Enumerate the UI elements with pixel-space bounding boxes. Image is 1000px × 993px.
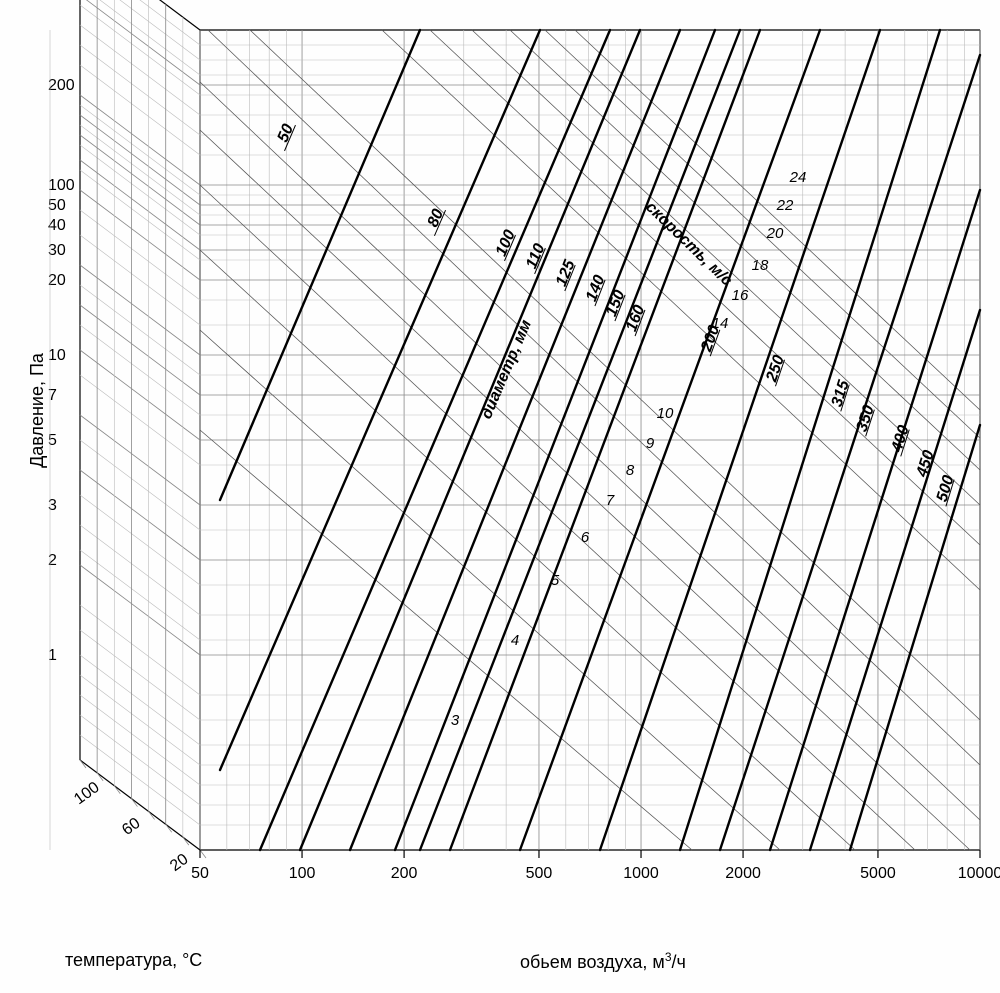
y-tick: 200: [48, 77, 75, 94]
y-tick: 20: [48, 272, 66, 289]
y-tick: 30: [48, 242, 66, 259]
x-tick: 1000: [623, 865, 659, 882]
temp-tick: 20: [167, 851, 191, 875]
velocity-label: 24: [789, 169, 807, 186]
velocity-label: 9: [646, 435, 655, 452]
diameter-label: 315: [829, 377, 854, 409]
x-tick: 100: [289, 865, 316, 882]
velocity-label: 10: [657, 405, 674, 422]
temp-tick: 100: [71, 779, 103, 809]
diameter-label: 350: [853, 403, 877, 434]
chart-svg: 50 100 200 500 1000 2000 5000 10000 200 100 50 40 30…: [0, 0, 1000, 993]
velocity-label: 3: [451, 712, 460, 729]
velocity-label: 18: [752, 257, 769, 274]
temp-axis-label: температура, °С: [65, 950, 202, 971]
diameter-label: 450: [913, 448, 938, 480]
y-tick: 3: [48, 497, 57, 514]
y-tick: 50: [48, 197, 66, 214]
x-tick: 500: [526, 865, 553, 882]
diameter-label: 400: [888, 423, 913, 455]
diameter-label: 80: [425, 207, 448, 230]
y-tick: 40: [48, 217, 66, 234]
velocity-label: 7: [606, 492, 615, 509]
temp-tick: 60: [119, 815, 143, 839]
diameter-label: 50: [275, 122, 298, 145]
y-tick: 5: [48, 432, 57, 449]
diameter-label: 500: [934, 473, 958, 504]
y-axis-label: Давление, Па: [27, 353, 48, 468]
velocity-label: 6: [581, 529, 590, 546]
velocity-label: 16: [732, 287, 749, 304]
velocity-label: 22: [776, 197, 794, 214]
x-tick: 10000: [958, 865, 1000, 882]
diameter-label: 110: [523, 241, 549, 271]
diameter-axis-title: диаметр, мм: [478, 317, 535, 421]
diameter-label: 150: [603, 288, 629, 319]
x-tick: 50: [191, 865, 209, 882]
velocity-label: 8: [626, 462, 635, 479]
diameter-label: 200: [698, 323, 724, 355]
diameter-label: 125: [553, 257, 579, 289]
x-tick: 5000: [860, 865, 896, 882]
x-tick: 200: [391, 865, 418, 882]
x-axis-label: обьем воздуха, м3/ч: [520, 950, 686, 973]
y-tick: 2: [48, 552, 57, 569]
velocity-label: 4: [511, 632, 519, 649]
y-tick: 10: [48, 347, 66, 364]
diameter-label: 140: [583, 273, 609, 304]
y-tick: 7: [48, 387, 57, 404]
y-tick: 100: [48, 177, 75, 194]
x-tick: 2000: [725, 865, 761, 882]
nomogram-chart: 50 100 200 500 1000 2000 5000 10000 200 100 50 40 30…: [0, 0, 1000, 993]
y-tick: 1: [48, 647, 57, 664]
diameter-label: 160: [623, 303, 648, 334]
